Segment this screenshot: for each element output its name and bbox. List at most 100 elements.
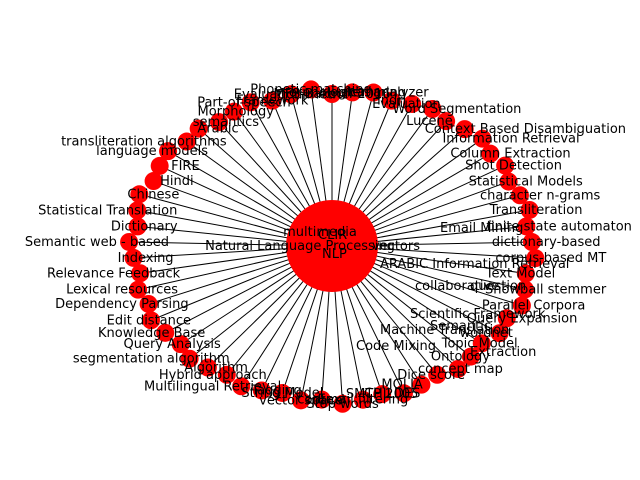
inner-node-label: collaborative	[415, 279, 499, 294]
node-label: Topic Model	[441, 336, 518, 351]
node-label: Dependency Parsing	[55, 297, 188, 312]
graph-node	[461, 347, 480, 366]
graph-node	[180, 349, 199, 368]
graph-node	[522, 233, 541, 252]
graph-node	[403, 94, 422, 113]
graph-node	[159, 142, 178, 161]
node-label: Morphology	[197, 105, 274, 120]
node-label: Indexing	[118, 251, 174, 266]
hub-label-nlp: NLP	[322, 247, 347, 262]
graph-node	[472, 334, 491, 353]
node-label: stemming	[341, 86, 406, 101]
node-label: language models	[96, 144, 208, 159]
graph-node	[382, 91, 401, 110]
graph-node	[273, 383, 292, 402]
node-label: MOLIA	[381, 378, 423, 393]
graph-node	[394, 384, 413, 403]
graph-node	[282, 85, 301, 104]
hub-node	[286, 200, 378, 292]
node-label: Statistical Translation	[38, 203, 177, 218]
node-label: Context Based Disambiguation	[425, 122, 626, 137]
node-label: CHILDES	[364, 386, 420, 401]
graph-node	[189, 119, 208, 138]
graph-node	[224, 102, 243, 121]
graph-node	[517, 217, 536, 236]
node-label: Hybrid approach	[159, 368, 267, 383]
graph-node	[120, 232, 139, 251]
graph-node	[130, 185, 149, 204]
graph-node	[353, 390, 372, 409]
graph-node	[497, 309, 516, 328]
node-label: transliteration algorithms	[61, 135, 227, 150]
inner-node-label: Machine Translation	[380, 323, 509, 338]
graph-node	[496, 156, 515, 175]
graph-node	[241, 93, 260, 112]
node-label: Phonetic matching	[250, 82, 371, 97]
node-label: vector space	[259, 393, 343, 408]
graph-node	[516, 264, 535, 283]
graph-node	[499, 172, 518, 191]
graph-node	[455, 120, 474, 139]
inner-node-label: Scientific Framework	[410, 307, 546, 322]
node-label: concept map	[418, 362, 503, 377]
graph-node	[263, 91, 282, 110]
node-label: Indri	[377, 94, 406, 109]
graph-node	[333, 394, 352, 413]
graph-node	[512, 296, 531, 315]
graph-node	[232, 377, 251, 396]
inner-node-label: Email Mining	[440, 221, 523, 236]
inner-node-label: Extraction	[470, 345, 536, 360]
node-label: Semantic web - based	[25, 235, 169, 250]
graph-node	[520, 200, 539, 219]
node-label: Evaluation metric	[234, 87, 349, 102]
graph-node	[156, 323, 175, 342]
node-label: Edit distance	[107, 313, 191, 328]
graph-node	[252, 381, 271, 400]
node-label: Transliteration	[489, 203, 583, 218]
node-label: Information Retrieval	[442, 132, 579, 147]
hub-label-clir: CLIR	[318, 228, 347, 243]
node-label: context	[297, 393, 346, 408]
inner-node-label: ARABIC Information Retrieval	[380, 257, 569, 272]
graph-node	[312, 390, 331, 409]
graph-node	[373, 385, 392, 404]
graph-node	[131, 264, 150, 283]
node-label: Algorithm	[184, 361, 248, 376]
node-label: MFS-Bakeoff 2016	[273, 87, 390, 102]
graph-node	[515, 280, 534, 299]
node-label: Tagging	[250, 383, 301, 398]
node-label: Lexical resources	[66, 283, 178, 298]
node-label: semantics	[193, 115, 259, 130]
inner-node-label: question	[470, 279, 526, 294]
node-label: Multilingual Retrieval	[144, 379, 281, 394]
node-label: Arabic	[197, 122, 238, 137]
graph-node	[364, 83, 383, 102]
graph-node	[526, 249, 545, 268]
inner-node-label: Natural Language Processing	[205, 239, 395, 254]
node-label: segmentation algorithm	[73, 352, 230, 367]
inner-node-label: multimedia	[283, 225, 357, 240]
node-label: Parallel Corpora	[482, 299, 585, 314]
node-label: Part-of-speech	[197, 95, 291, 110]
inner-node-label: Semantic	[430, 319, 491, 334]
node-label: Snowball stemmer	[485, 282, 607, 297]
graph-node	[437, 112, 456, 131]
node-label: corpus-based MT	[495, 251, 606, 266]
graph-node	[423, 100, 442, 119]
node-label: Shot Detection	[465, 159, 562, 174]
graph-node	[412, 375, 431, 394]
node-label: Stop words	[306, 397, 379, 412]
graph-node	[448, 359, 467, 378]
hub-node-group: CLIR NLP	[286, 200, 378, 292]
graph-node	[150, 156, 169, 175]
inner-node-label: Code Mixing	[356, 339, 436, 354]
graph-node	[473, 129, 492, 148]
node-label: Knowledge Base	[98, 326, 205, 341]
node-label: character n-grams	[480, 188, 601, 203]
node-label: FIRE	[171, 159, 200, 174]
node-label: Dice score	[397, 368, 465, 383]
graph-node	[302, 80, 321, 99]
graph-node	[128, 201, 147, 220]
